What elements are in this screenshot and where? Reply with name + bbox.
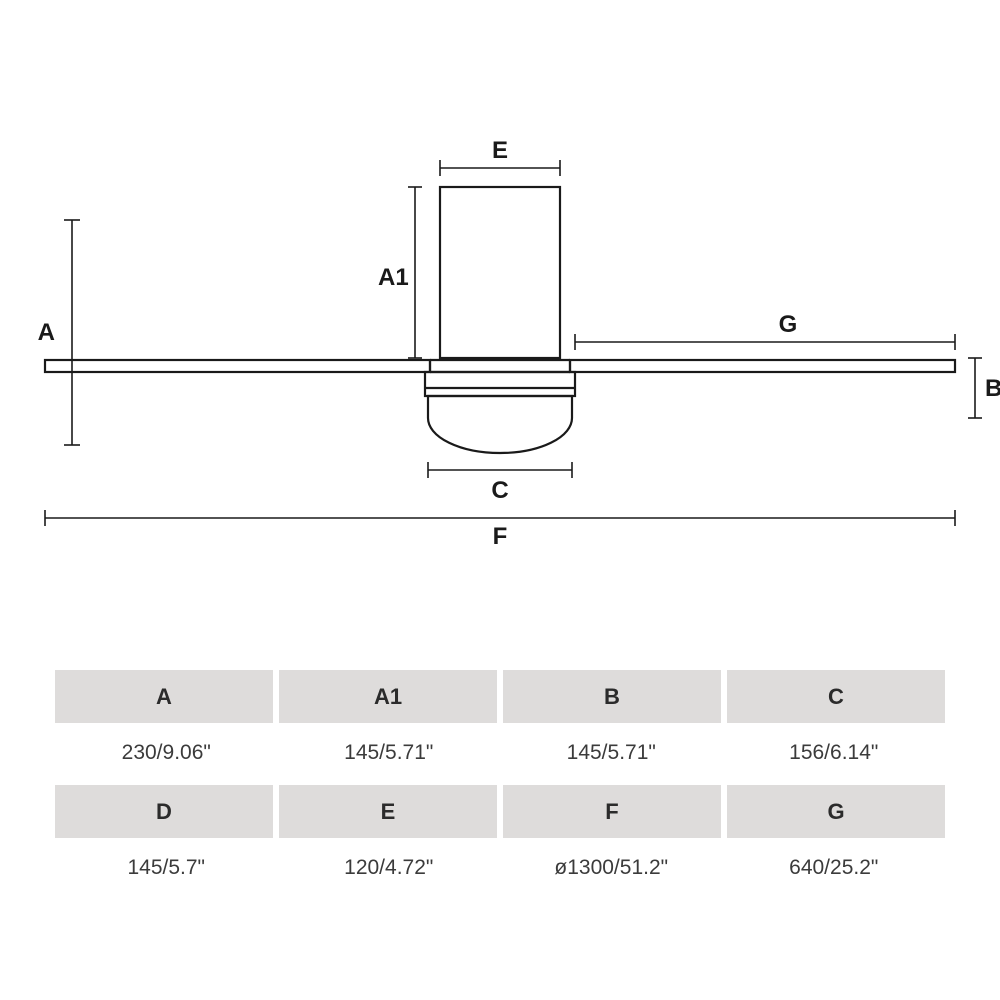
- col-header: E: [279, 785, 497, 838]
- dimension-table: A A1 B C 230/9.06" 145/5.71" 145/5.71" 1…: [55, 670, 945, 900]
- dim-value: 640/25.2": [723, 844, 946, 900]
- dim-value: 230/9.06": [55, 729, 278, 785]
- label-E: E: [492, 137, 508, 164]
- dim-value: ø1300/51.2": [500, 844, 723, 900]
- dim-value: 145/5.7": [55, 844, 278, 900]
- col-header: A1: [279, 670, 497, 723]
- col-header: D: [55, 785, 273, 838]
- dim-value: 120/4.72": [278, 844, 501, 900]
- dim-value: 145/5.71": [500, 729, 723, 785]
- label-C: C: [491, 477, 508, 504]
- table-value-row: 230/9.06" 145/5.71" 145/5.71" 156/6.14": [55, 729, 945, 785]
- label-B: B: [985, 375, 1000, 402]
- label-G: G: [779, 311, 798, 338]
- label-A: A: [38, 319, 55, 346]
- label-A1: A1: [378, 264, 409, 291]
- dim-value: 156/6.14": [723, 729, 946, 785]
- col-header: G: [727, 785, 945, 838]
- table-header-row: A A1 B C: [55, 670, 945, 729]
- col-header: C: [727, 670, 945, 723]
- dimension-diagram: A A1 B C E F G: [0, 0, 1000, 640]
- label-F: F: [493, 523, 508, 550]
- col-header: F: [503, 785, 721, 838]
- col-header: A: [55, 670, 273, 723]
- table-header-row: D E F G: [55, 785, 945, 844]
- dim-value: 145/5.71": [278, 729, 501, 785]
- table-value-row: 145/5.7" 120/4.72" ø1300/51.2" 640/25.2": [55, 844, 945, 900]
- col-header: B: [503, 670, 721, 723]
